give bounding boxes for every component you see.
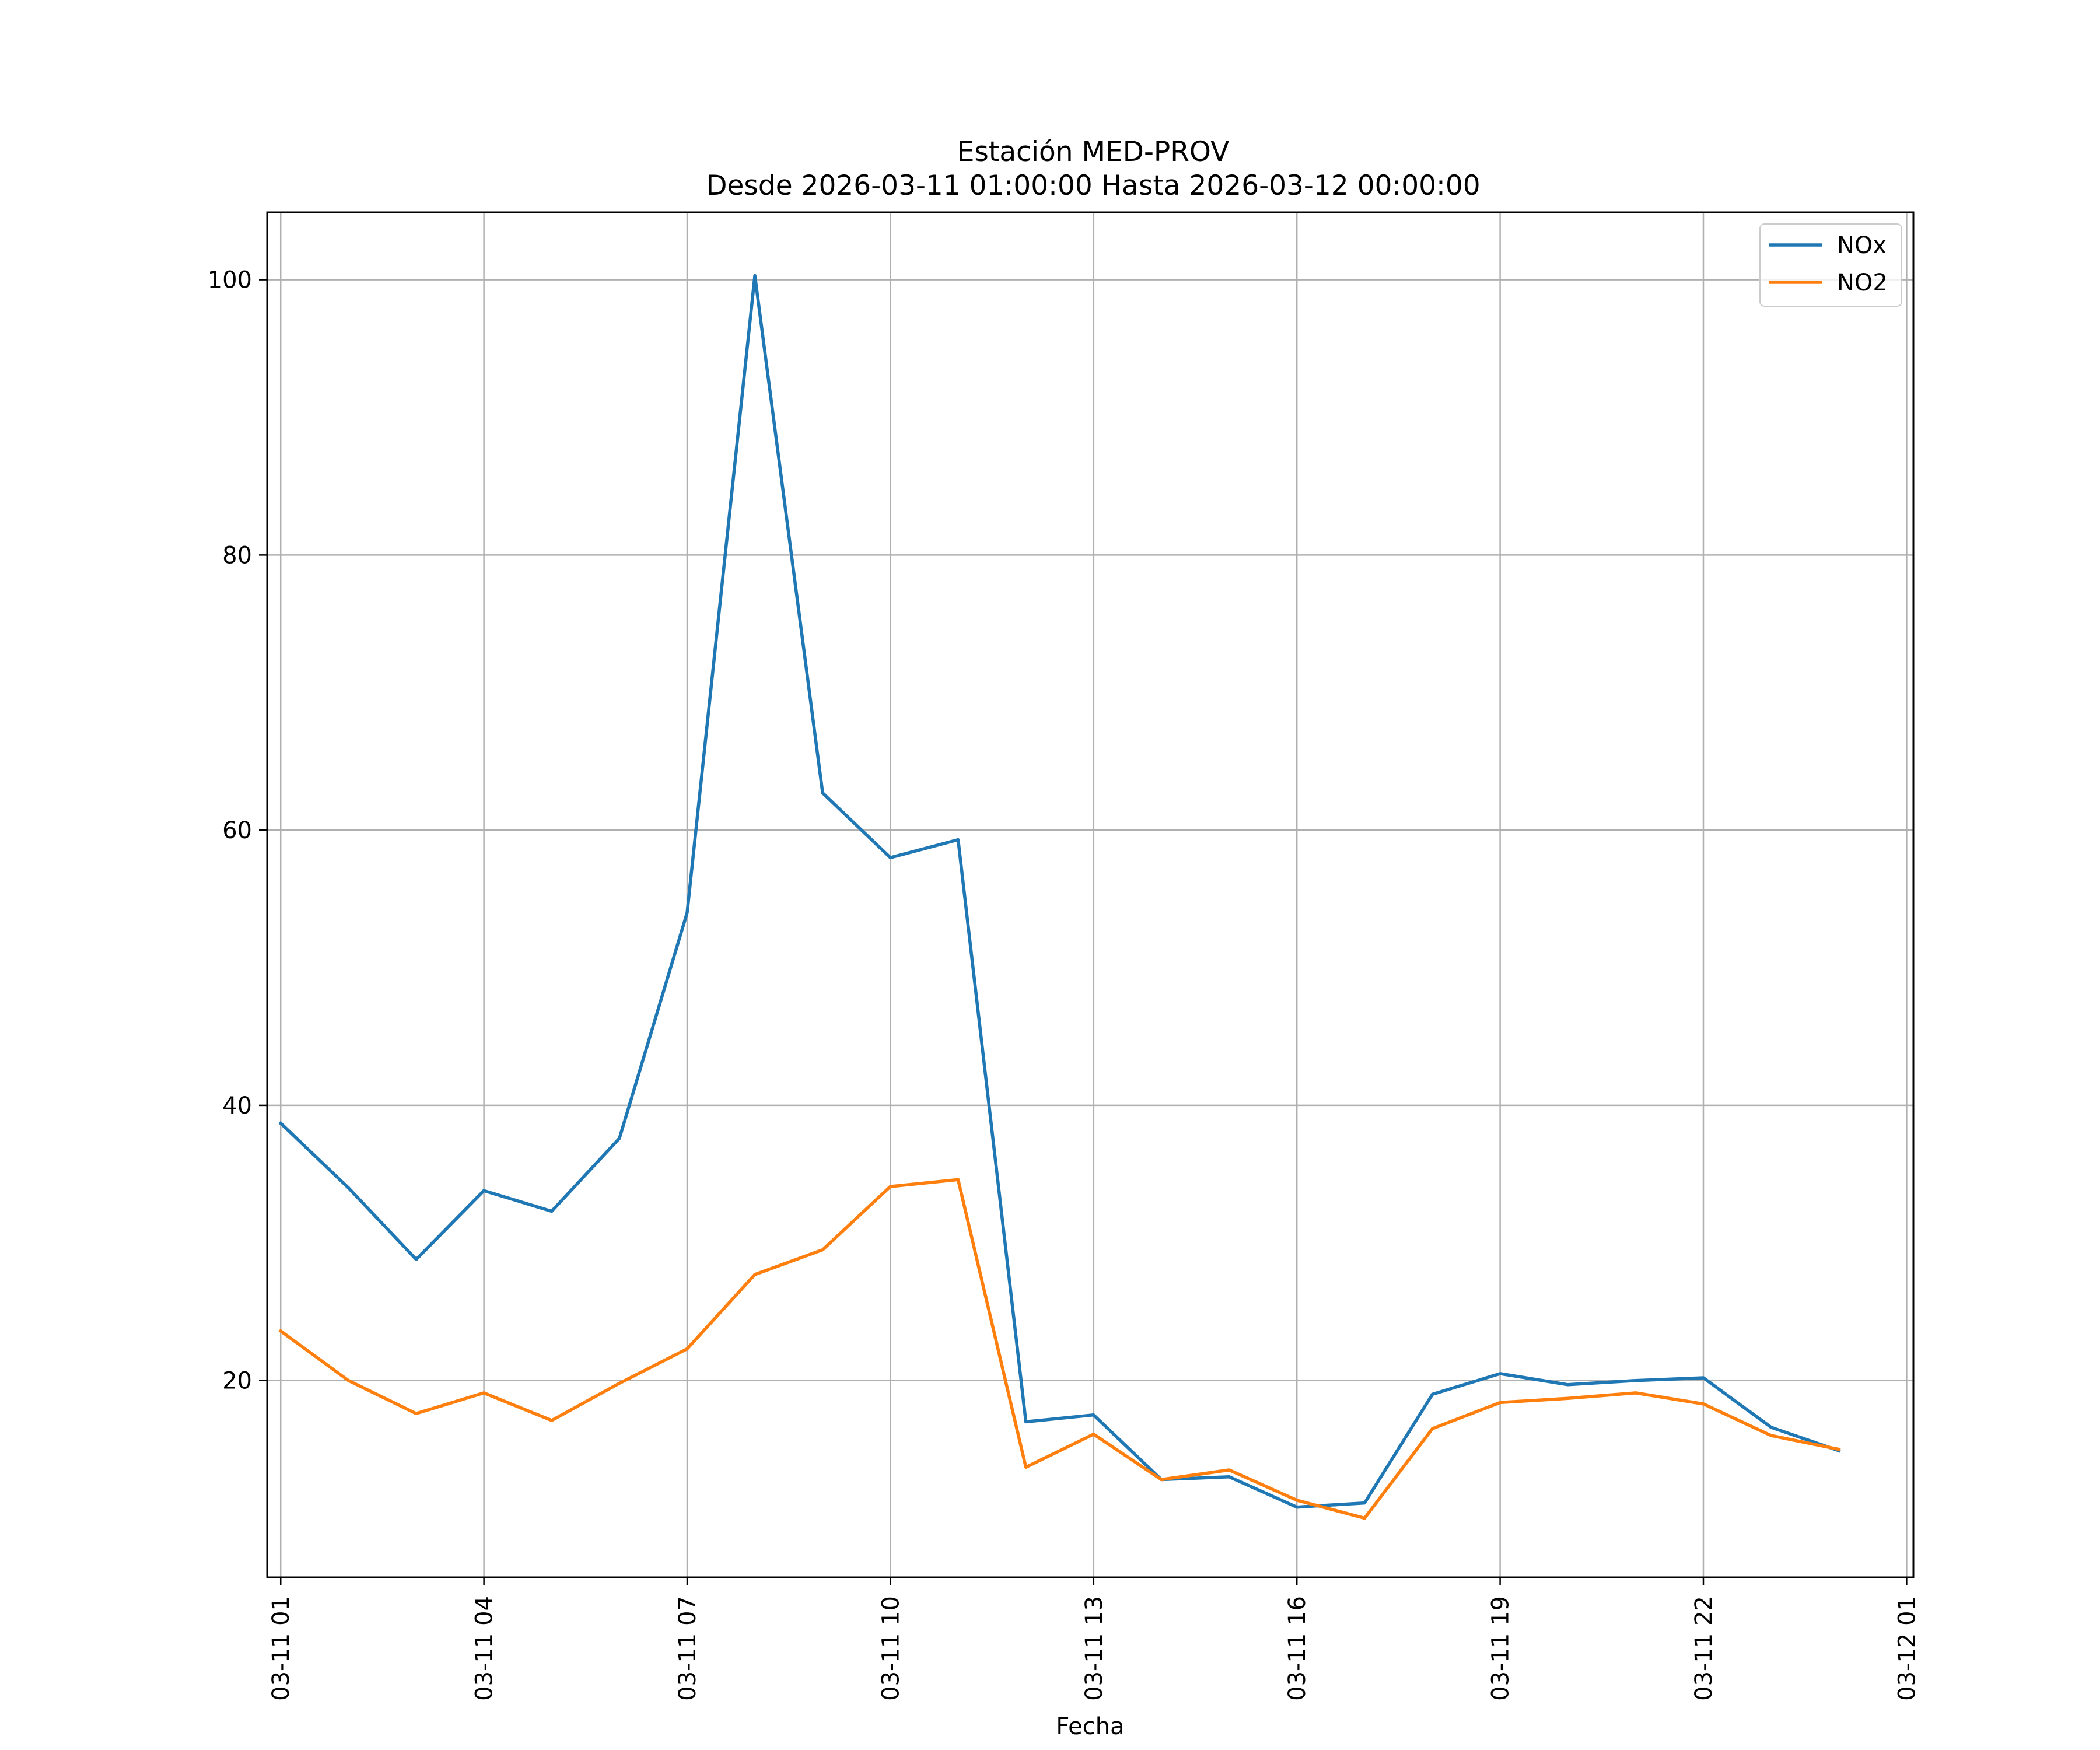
data-point-no2: [1431, 1427, 1434, 1430]
data-point-no2: [753, 1273, 757, 1276]
data-point-nox: [1499, 1372, 1502, 1376]
data-point-nox: [415, 1258, 418, 1261]
x-tick-label: 03-11 13: [1081, 1596, 1108, 1701]
data-point-no2: [821, 1248, 824, 1252]
data-point-no2: [618, 1381, 621, 1385]
data-point-no2: [415, 1412, 418, 1415]
data-point-no2: [1837, 1448, 1840, 1451]
x-tick-label: 03-11 10: [877, 1596, 904, 1701]
data-point-nox: [1363, 1502, 1366, 1505]
data-point-no2: [1295, 1499, 1298, 1502]
data-point-nox: [1634, 1379, 1637, 1382]
x-tick-label: 03-12 01: [1894, 1596, 1920, 1701]
data-point-no2: [888, 1185, 892, 1188]
chart-subtitle: Desde 2026-03-11 01:00:00 Hasta 2026-03-…: [706, 170, 1480, 202]
y-tick-label: 80: [222, 542, 252, 569]
x-tick-label: 03-11 22: [1690, 1596, 1717, 1701]
data-point-no2: [1363, 1517, 1366, 1520]
x-tick-label: 03-11 19: [1488, 1596, 1514, 1701]
data-point-nox: [888, 856, 892, 859]
data-point-nox: [1295, 1506, 1298, 1509]
y-tick-label: 20: [222, 1368, 252, 1395]
data-point-no2: [279, 1329, 282, 1333]
data-point-nox: [957, 838, 960, 842]
data-point-nox: [1431, 1392, 1434, 1396]
data-point-no2: [957, 1178, 960, 1181]
data-point-no2: [1092, 1433, 1096, 1436]
data-point-nox: [550, 1210, 554, 1213]
data-point-no2: [685, 1347, 689, 1350]
legend: NOx NO2: [1759, 223, 1902, 307]
data-point-nox: [346, 1186, 350, 1189]
chart-title: Estación MED-PROV: [957, 136, 1230, 168]
data-point-no2: [1499, 1401, 1502, 1404]
data-point-nox: [618, 1137, 621, 1140]
series-line-nox: [278, 274, 1841, 1509]
data-point-nox: [1227, 1475, 1231, 1479]
data-point-no2: [346, 1379, 350, 1382]
data-point-nox: [1702, 1376, 1705, 1380]
y-tick-label: 40: [222, 1093, 252, 1119]
plot-area-frame: [266, 211, 1915, 1578]
data-point-no2: [1702, 1402, 1705, 1406]
x-tick-label: 03-11 16: [1284, 1596, 1311, 1701]
data-point-no2: [482, 1391, 486, 1395]
data-point-nox: [753, 274, 757, 277]
x-tick-label: 03-11 04: [471, 1596, 498, 1701]
data-point-no2: [1566, 1396, 1570, 1400]
series-line-no2: [278, 1178, 1841, 1520]
series-layer: [278, 274, 1841, 1520]
data-point-no2: [550, 1419, 554, 1422]
data-point-no2: [1160, 1478, 1163, 1481]
y-tick-label: 60: [222, 817, 252, 844]
legend-label-nox: NOx: [1837, 232, 1887, 259]
tick-layer: 03-11 01 03-11 04 03-11 07 03-11 10 03-11 13…: [208, 267, 1921, 1701]
legend-label-no2: NO2: [1837, 270, 1888, 296]
data-point-nox: [821, 791, 824, 794]
data-point-nox: [482, 1189, 486, 1192]
data-point-nox: [1566, 1383, 1570, 1387]
x-tick-label: 03-11 07: [674, 1596, 701, 1701]
data-point-nox: [1769, 1426, 1773, 1429]
data-point-no2: [1227, 1468, 1231, 1472]
data-point-nox: [279, 1122, 282, 1125]
x-tick-label: 03-11 01: [268, 1596, 295, 1701]
x-axis-label: Fecha: [1056, 1713, 1124, 1740]
data-point-no2: [1769, 1434, 1773, 1437]
data-point-nox: [1024, 1420, 1028, 1423]
y-tick-label: 100: [208, 267, 252, 294]
data-point-no2: [1024, 1465, 1028, 1469]
data-point-nox: [685, 911, 689, 915]
data-point-no2: [1634, 1391, 1637, 1395]
data-point-nox: [1092, 1413, 1096, 1417]
